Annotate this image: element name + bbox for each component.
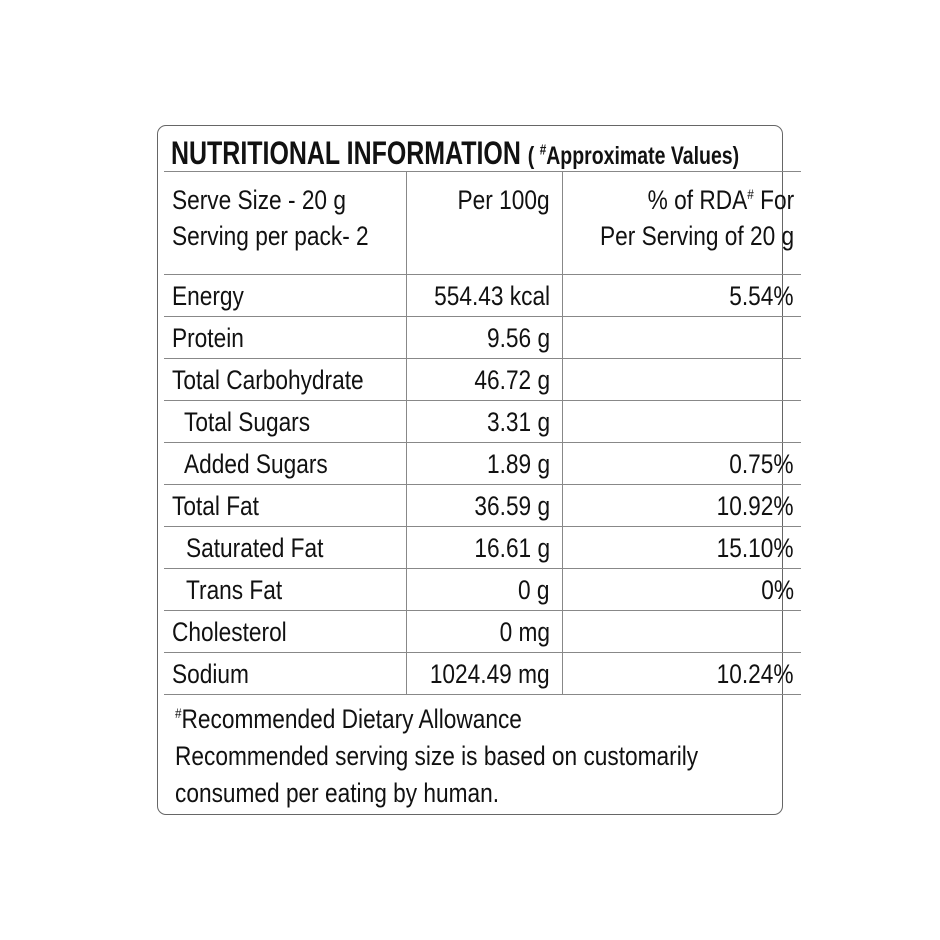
rda-label: % of RDA bbox=[647, 185, 747, 215]
table-row: Sodium 1024.49 mg 10.24% bbox=[164, 652, 801, 695]
table-row: Added Sugars 1.89 g 0.75% bbox=[164, 442, 801, 485]
per-100g-value: 36.59 g bbox=[406, 484, 563, 527]
title-main: NUTRITIONAL INFORMATION bbox=[171, 135, 521, 171]
nutrient-name: Sodium bbox=[164, 652, 407, 695]
table-row: Saturated Fat 16.61 g 15.10% bbox=[164, 526, 801, 569]
per-100g-header: Per 100g bbox=[406, 171, 563, 275]
label-title: NUTRITIONAL INFORMATION ( #Approximate V… bbox=[171, 134, 899, 172]
table-row: Total Sugars 3.31 g bbox=[164, 400, 801, 443]
table-row: Total Fat 36.59 g 10.92% bbox=[164, 484, 801, 527]
rda-value: 10.92% bbox=[561, 484, 801, 527]
rda-mark: # bbox=[746, 186, 754, 202]
rda-value bbox=[561, 358, 801, 401]
nutrient-name: Saturated Fat bbox=[164, 526, 407, 569]
rda-serving: Per Serving of 20 g bbox=[599, 221, 794, 251]
table-row: Energy 554.43 kcal 5.54% bbox=[164, 274, 801, 317]
rda-value: 0% bbox=[561, 568, 801, 611]
rda-value: 5.54% bbox=[561, 274, 801, 317]
table-header-row: Serve Size - 20 g Serving per pack- 2 Per… bbox=[164, 171, 801, 275]
footnote: #Recommended Dietary Allowance Recommend… bbox=[175, 701, 798, 812]
nutrient-name: Cholesterol bbox=[164, 610, 407, 653]
rda-value bbox=[561, 316, 801, 359]
nutrient-name: Total Sugars bbox=[164, 400, 407, 443]
footnote-line-2: Recommended serving size is based on cus… bbox=[175, 741, 699, 771]
table-row: Total Carbohydrate 46.72 g bbox=[164, 358, 801, 401]
rda-value: 10.24% bbox=[561, 652, 801, 695]
nutrition-label: NUTRITIONAL INFORMATION ( #Approximate V… bbox=[157, 125, 801, 815]
title-sub: Approximate Values) bbox=[546, 142, 740, 170]
per-100g-value: 16.61 g bbox=[406, 526, 563, 569]
rda-value: 0.75% bbox=[561, 442, 801, 485]
per-100g-value: 3.31 g bbox=[406, 400, 563, 443]
nutrient-name: Total Carbohydrate bbox=[164, 358, 407, 401]
rda-for: For bbox=[753, 185, 794, 215]
footnote-line-3: consumed per eating by human. bbox=[175, 778, 500, 808]
footnote-mark: # bbox=[175, 705, 182, 721]
nutrient-name: Added Sugars bbox=[164, 442, 407, 485]
rda-value: 15.10% bbox=[561, 526, 801, 569]
per-100g-value: 0 g bbox=[406, 568, 563, 611]
footnote-line-1: Recommended Dietary Allowance bbox=[181, 704, 522, 734]
table-row: Cholesterol 0 mg bbox=[164, 610, 801, 653]
table-row: Protein 9.56 g bbox=[164, 316, 801, 359]
rda-value bbox=[561, 610, 801, 653]
title-paren: ( bbox=[527, 142, 535, 170]
serve-size-cell: Serve Size - 20 g Serving per pack- 2 bbox=[164, 171, 407, 275]
nutrition-table: Serve Size - 20 g Serving per pack- 2 Per… bbox=[164, 171, 801, 695]
rda-value bbox=[561, 400, 801, 443]
rda-header: % of RDA# For Per Serving of 20 g bbox=[561, 171, 801, 275]
per-100g-value: 9.56 g bbox=[406, 316, 563, 359]
per-100g-value: 0 mg bbox=[406, 610, 563, 653]
nutrient-name: Protein bbox=[164, 316, 407, 359]
nutrient-name: Trans Fat bbox=[164, 568, 407, 611]
table-row: Trans Fat 0 g 0% bbox=[164, 568, 801, 611]
title-mark: # bbox=[539, 141, 547, 159]
per-100g-value: 554.43 kcal bbox=[406, 274, 563, 317]
nutrient-name: Energy bbox=[164, 274, 407, 317]
per-100g-value: 1.89 g bbox=[406, 442, 563, 485]
per-100g-value: 1024.49 mg bbox=[406, 652, 563, 695]
nutrient-name: Total Fat bbox=[164, 484, 407, 527]
per-100g-value: 46.72 g bbox=[406, 358, 563, 401]
serve-size: Serve Size - 20 g bbox=[172, 185, 346, 215]
servings-per-pack: Serving per pack- 2 bbox=[172, 221, 369, 251]
